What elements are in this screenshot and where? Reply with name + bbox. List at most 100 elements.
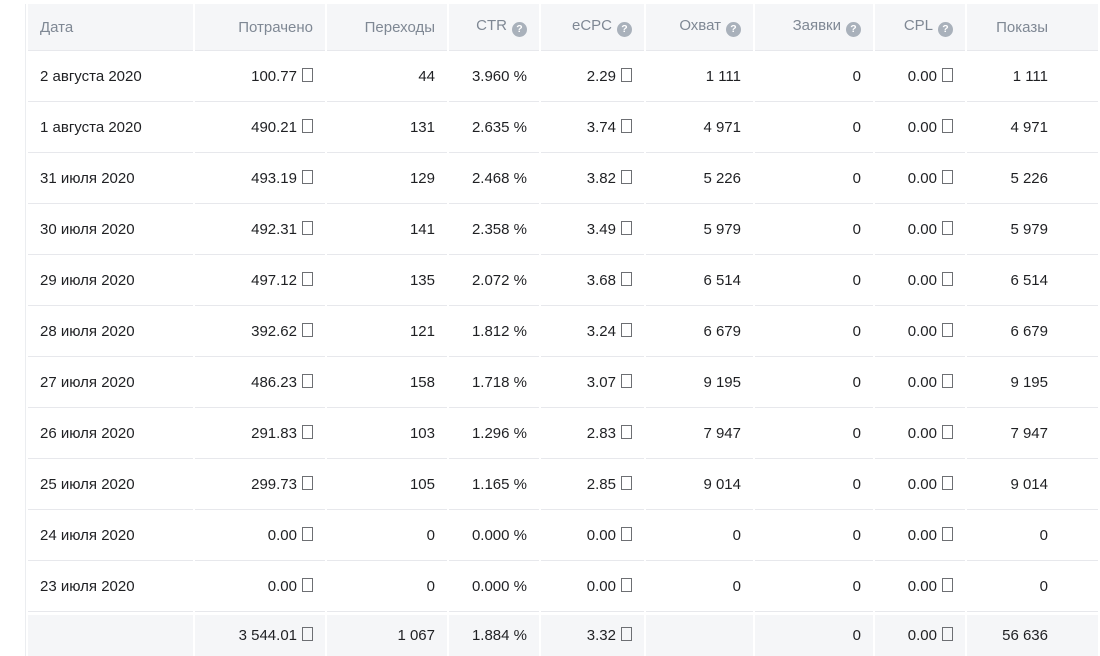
cell-value: 0.00 <box>907 322 937 340</box>
table-row: 24 июля 2020 0.00 0 0.000 % 0.00 0 0 0.00 0 <box>28 510 1098 561</box>
cell-ctr: 2.072 % <box>449 255 539 306</box>
cell-value: 0.00 <box>907 67 937 85</box>
cell-ecpc: 2.29 <box>541 51 644 102</box>
cell-value: 3.82 <box>586 169 616 187</box>
cell-ctr: 1.718 % <box>449 357 539 408</box>
total-value: 1 067 <box>397 627 435 644</box>
help-icon[interactable]: ? <box>726 22 741 37</box>
missing-currency-glyph <box>302 169 313 184</box>
missing-currency-glyph <box>302 627 313 641</box>
column-header-ecpc[interactable]: eCPC? <box>541 4 644 51</box>
cell-clicks: 0 <box>327 561 447 612</box>
cell-value: 0.00 <box>907 220 937 238</box>
cell-clicks: 158 <box>327 357 447 408</box>
help-icon[interactable]: ? <box>617 22 632 37</box>
column-header-leads[interactable]: Заявки? <box>755 4 873 51</box>
cell-ctr: 3.960 % <box>449 51 539 102</box>
cell-spent: 100.77 <box>195 51 325 102</box>
total-value: 0 <box>852 627 861 644</box>
missing-currency-glyph <box>621 118 632 133</box>
cell-clicks: 141 <box>327 204 447 255</box>
cell-value: 2.358 % <box>471 220 527 238</box>
cell-date: 29 июля 2020 <box>28 255 193 306</box>
missing-currency-glyph <box>621 271 632 286</box>
cell-spent: 0.00 <box>195 561 325 612</box>
cell-reach: 0 <box>646 510 753 561</box>
cell-value: 5 226 <box>703 169 741 187</box>
cell-value: 0.00 <box>586 526 616 544</box>
cell-impressions: 6 679 <box>967 306 1098 357</box>
help-icon[interactable]: ? <box>846 22 861 37</box>
cell-impressions: 7 947 <box>967 408 1098 459</box>
missing-currency-glyph <box>302 67 313 82</box>
cell-value: 7 947 <box>1010 424 1048 442</box>
help-icon[interactable]: ? <box>938 22 953 37</box>
cell-ecpc: 0.00 <box>541 510 644 561</box>
cell-date: 26 июля 2020 <box>28 408 193 459</box>
column-header-cpl[interactable]: CPL? <box>875 4 965 51</box>
cell-value: 0 <box>732 577 741 595</box>
missing-currency-glyph <box>942 577 953 592</box>
cell-reach: 6 514 <box>646 255 753 306</box>
cell-value: 30 июля 2020 <box>40 220 135 238</box>
column-header-label: CPL <box>903 17 933 34</box>
cell-date: 25 июля 2020 <box>28 459 193 510</box>
cell-leads: 0 <box>755 306 873 357</box>
cell-date: 24 июля 2020 <box>28 510 193 561</box>
help-icon[interactable]: ? <box>512 22 527 37</box>
cell-value: 2.468 % <box>471 169 527 187</box>
cell-value: 31 июля 2020 <box>40 169 135 187</box>
table-body: 2 августа 2020 100.77 44 3.960 % 2.29 1 111 0 0… <box>28 51 1098 612</box>
table-row: 23 июля 2020 0.00 0 0.000 % 0.00 0 0 0.00 0 <box>28 561 1098 612</box>
cell-date: 1 августа 2020 <box>28 102 193 153</box>
total-value: 1.884 % <box>471 627 527 644</box>
cell-ecpc: 3.24 <box>541 306 644 357</box>
column-header-label: eCPC <box>571 17 612 34</box>
missing-currency-glyph <box>302 220 313 235</box>
cell-cpl: 0.00 <box>875 459 965 510</box>
table-row: 31 июля 2020 493.19 129 2.468 % 3.82 5 226 0 0.… <box>28 153 1098 204</box>
column-header-ctr[interactable]: CTR? <box>449 4 539 51</box>
cell-date: 28 июля 2020 <box>28 306 193 357</box>
column-header-date[interactable]: Дата <box>28 4 193 51</box>
missing-currency-glyph <box>302 118 313 133</box>
cell-leads: 0 <box>755 459 873 510</box>
table-row: 2 августа 2020 100.77 44 3.960 % 2.29 1 111 0 0… <box>28 51 1098 102</box>
cell-clicks: 121 <box>327 306 447 357</box>
cell-value: 2.85 <box>586 475 616 493</box>
cell-cpl: 0.00 <box>875 51 965 102</box>
cell-cpl: 0.00 <box>875 306 965 357</box>
cell-value: 9 195 <box>1010 373 1048 391</box>
column-header-label: Дата <box>40 18 74 36</box>
cell-value: 3.68 <box>586 271 616 289</box>
missing-currency-glyph <box>942 271 953 286</box>
cell-spent: 392.62 <box>195 306 325 357</box>
column-header-impressions[interactable]: Показы <box>967 4 1098 51</box>
total-ecpc: 3.32 <box>541 612 644 656</box>
column-header-spent[interactable]: Потрачено <box>195 4 325 51</box>
cell-value: 0 <box>852 475 861 493</box>
cell-ecpc: 2.83 <box>541 408 644 459</box>
cell-value: 6 514 <box>703 271 741 289</box>
cell-impressions: 6 514 <box>967 255 1098 306</box>
cell-ctr: 2.468 % <box>449 153 539 204</box>
cell-value: 24 июля 2020 <box>40 526 135 544</box>
cell-value: 299.73 <box>251 475 297 493</box>
cell-ctr: 0.000 % <box>449 510 539 561</box>
column-header-label: Переходы <box>364 18 435 36</box>
cell-value: 4 971 <box>703 118 741 136</box>
cell-value: 0 <box>852 577 861 595</box>
total-reach <box>646 612 753 656</box>
cell-value: 105 <box>409 475 435 493</box>
cell-value: 121 <box>409 322 435 340</box>
cell-reach: 6 679 <box>646 306 753 357</box>
cell-value: 3.960 % <box>471 67 527 85</box>
column-header-clicks[interactable]: Переходы <box>327 4 447 51</box>
cell-value: 486.23 <box>251 373 297 391</box>
cell-value: 0.00 <box>907 373 937 391</box>
cell-ecpc: 3.07 <box>541 357 644 408</box>
table-header-row: Дата Потрачено Переходы CTR? eCPC? Охват? Заяв… <box>28 4 1098 51</box>
total-spent: 3 544.01 <box>195 612 325 656</box>
cell-value: 44 <box>418 67 435 85</box>
column-header-reach[interactable]: Охват? <box>646 4 753 51</box>
